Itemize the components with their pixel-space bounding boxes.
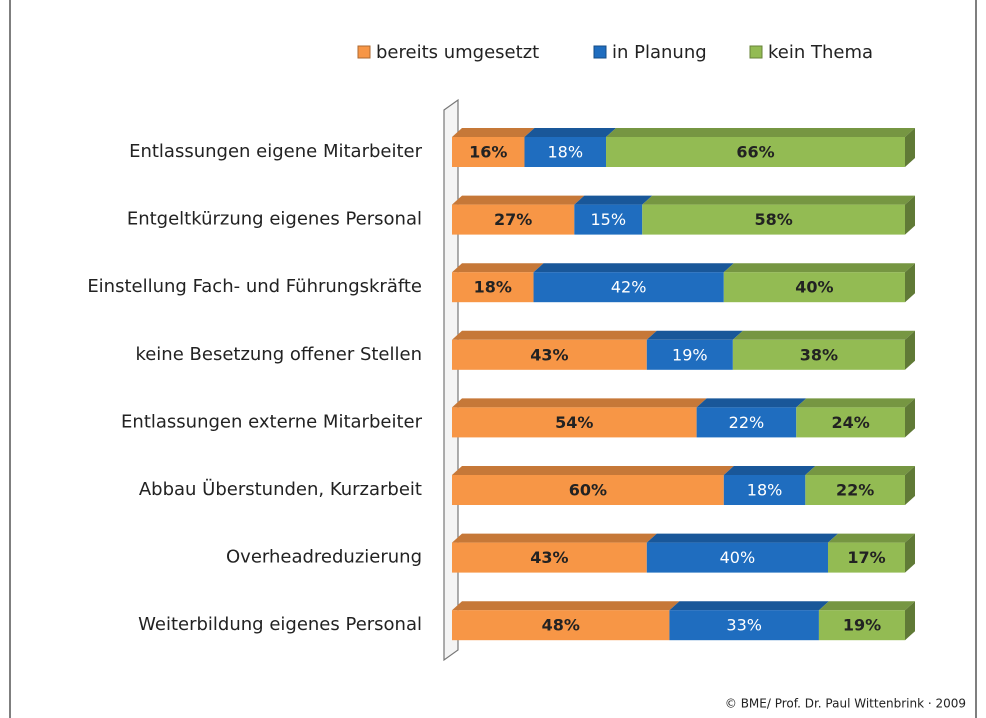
value-label: 42% (611, 278, 647, 297)
legend-label: bereits umgesetzt (376, 42, 539, 63)
bar-segment (723, 272, 905, 303)
bar-top (723, 466, 816, 475)
value-label: 66% (736, 143, 774, 162)
bar-segment (452, 339, 647, 370)
bar-top (696, 398, 807, 408)
category-label: Weiterbildung eigenes Personal (138, 614, 422, 635)
bar-side (905, 263, 915, 303)
legend-swatch (749, 45, 763, 59)
value-label: 16% (469, 143, 507, 162)
bar-side (905, 601, 915, 641)
bar-segment (646, 339, 733, 370)
bar-segment (606, 137, 905, 167)
bar-segment (452, 542, 647, 573)
bar-segment (452, 610, 670, 641)
category-label: Entlassungen externe Mitarbeiter (121, 411, 423, 432)
value-label: 54% (555, 413, 593, 432)
category-label: keine Besetzung offener Stellen (135, 344, 422, 365)
legend-swatch (593, 45, 607, 59)
bar-segment (827, 542, 905, 573)
bar-segment (723, 475, 806, 505)
bar-segment (805, 475, 905, 505)
bar-top (574, 195, 653, 205)
category-label: Abbau Überstunden, Kurzarbeit (139, 478, 422, 500)
bar-segment (796, 407, 905, 438)
value-label: 22% (836, 481, 874, 500)
bar-segment (452, 407, 697, 438)
bar-top (646, 330, 743, 340)
value-label: 19% (843, 616, 881, 635)
category-label: Overheadreduzierung (226, 547, 422, 568)
bar-segment (642, 204, 905, 235)
bar-side (905, 195, 915, 235)
bar-top (452, 195, 585, 205)
value-label: 38% (800, 345, 838, 364)
value-label: 19% (672, 345, 708, 364)
value-label: 18% (474, 278, 512, 297)
bar-top (796, 398, 915, 408)
bar-segment (533, 272, 724, 303)
bar-segment (452, 204, 575, 235)
bar-top (818, 601, 915, 611)
value-label: 43% (530, 548, 568, 567)
bar-segment (732, 339, 905, 370)
value-label: 18% (547, 143, 583, 162)
value-label: 27% (494, 210, 532, 229)
value-label: 40% (795, 278, 833, 297)
bar-top (827, 533, 915, 543)
bar-top (642, 195, 915, 205)
bar-side (905, 398, 915, 438)
legend-swatch (357, 45, 371, 59)
value-label: 15% (591, 210, 627, 229)
category-label: Entlassungen eigene Mitarbeiter (129, 141, 423, 162)
bar-top (452, 330, 657, 340)
value-label: 17% (847, 548, 885, 567)
bar-top (669, 601, 829, 611)
category-label: Einstellung Fach- und Führungskräfte (87, 276, 422, 297)
bar-segment (646, 542, 828, 573)
value-label: 48% (542, 616, 580, 635)
value-label: 18% (747, 481, 783, 500)
source: © BME/ Prof. Dr. Paul Wittenbrink · 2009 (725, 697, 966, 711)
bar-segment (574, 204, 643, 235)
legend-label: in Planung (612, 42, 707, 63)
value-label: 40% (720, 548, 756, 567)
bar-segment (452, 475, 724, 505)
bar-side (905, 128, 915, 167)
bar-segment (818, 610, 905, 641)
value-label: 60% (569, 481, 607, 500)
bar-segment (452, 272, 534, 303)
bar-top (452, 533, 657, 543)
bar-side (905, 330, 915, 370)
bar-top (452, 398, 707, 408)
bar-segment (669, 610, 819, 641)
bar-top (452, 128, 535, 137)
value-label: 33% (726, 616, 762, 635)
bar-segment (524, 137, 607, 167)
bar-top (452, 263, 544, 273)
bar-side (905, 466, 915, 505)
bar-top (646, 533, 838, 543)
bar-top (524, 128, 617, 137)
chart-wall (443, 98, 459, 662)
bar-side (905, 533, 915, 573)
bar-top (452, 466, 734, 475)
value-label: 22% (729, 413, 765, 432)
bar-top (606, 128, 915, 137)
category-label: Entgeltkürzung eigenes Personal (127, 209, 422, 230)
value-label: 24% (831, 413, 869, 432)
bar-top (533, 263, 734, 273)
bar-segment (452, 137, 525, 167)
bar-top (452, 601, 680, 611)
bar-segment (696, 407, 797, 438)
bar-top (723, 263, 915, 273)
legend-label: kein Thema (768, 42, 873, 63)
value-label: 43% (530, 345, 568, 364)
bar-top (805, 466, 915, 475)
bar-top (732, 330, 915, 340)
value-label: 58% (754, 210, 792, 229)
